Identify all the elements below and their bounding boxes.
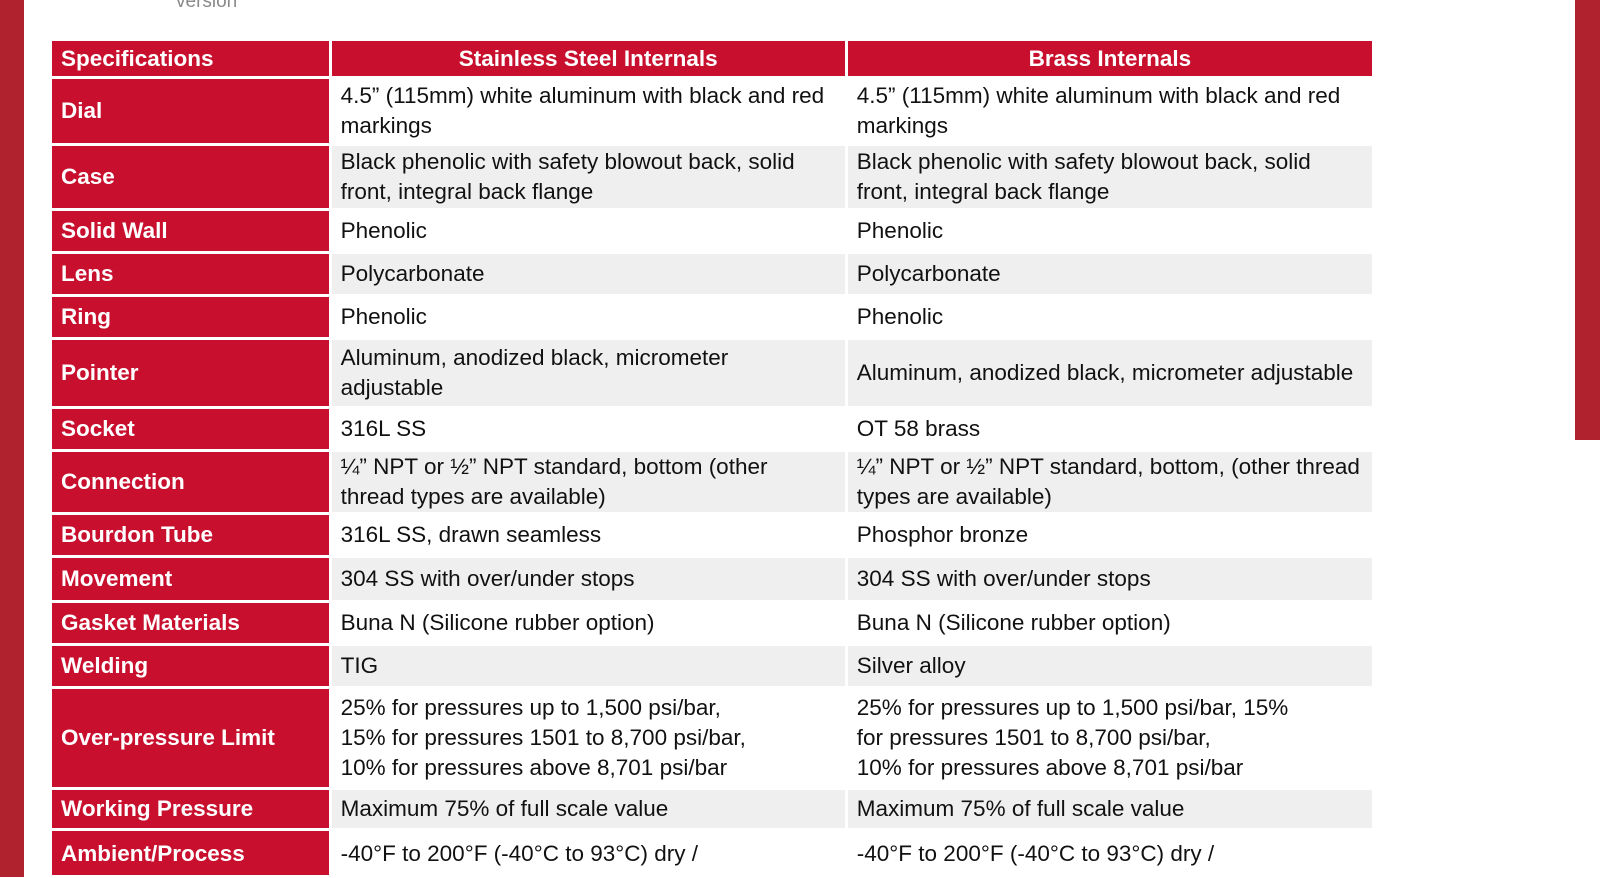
- brass-value: 25% for pressures up to 1,500 psi/bar, 1…: [847, 689, 1372, 787]
- stainless-value: Black phenolic with safety blowout back,…: [331, 146, 845, 208]
- stainless-value: Buna N (Silicone rubber option): [331, 603, 845, 643]
- table-row: Ring Phenolic Phenolic: [52, 297, 1372, 337]
- stainless-value: Phenolic: [331, 211, 845, 251]
- row-label: Ring: [52, 297, 329, 337]
- brass-value: Buna N (Silicone rubber option): [847, 603, 1372, 643]
- row-label: Pointer: [52, 340, 329, 406]
- brass-value: Polycarbonate: [847, 254, 1372, 294]
- brass-value: -40°F to 200°F (-40°C to 93°C) dry /: [847, 831, 1372, 875]
- row-label: Connection: [52, 452, 329, 512]
- stainless-value-line: 10% for pressures above 8,701 psi/bar: [340, 755, 728, 780]
- header-brass: Brass Internals: [847, 41, 1372, 76]
- table-header-row: Specifications Stainless Steel Internals…: [52, 41, 1372, 76]
- row-label: Lens: [52, 254, 329, 294]
- table-row: Gasket Materials Buna N (Silicone rubber…: [52, 603, 1372, 643]
- brass-value: OT 58 brass: [847, 409, 1372, 449]
- specifications-table: Specifications Stainless Steel Internals…: [49, 38, 1375, 878]
- table-row: Case Black phenolic with safety blowout …: [52, 146, 1372, 208]
- row-label: Working Pressure: [52, 790, 329, 828]
- stainless-value: 316L SS: [331, 409, 845, 449]
- stainless-value: -40°F to 200°F (-40°C to 93°C) dry /: [331, 831, 845, 875]
- row-label: Movement: [52, 558, 329, 600]
- row-label: Solid Wall: [52, 211, 329, 251]
- brass-value: ¼” NPT or ½” NPT standard, bottom, (othe…: [847, 452, 1372, 512]
- brass-value: Silver alloy: [847, 646, 1372, 686]
- table-row: Bourdon Tube 316L SS, drawn seamless Pho…: [52, 515, 1372, 555]
- row-label: Dial: [52, 79, 329, 143]
- stainless-value: TIG: [331, 646, 845, 686]
- page-border-left: [0, 0, 24, 877]
- table-row: Lens Polycarbonate Polycarbonate: [52, 254, 1372, 294]
- table-row: Pointer Aluminum, anodized black, microm…: [52, 340, 1372, 406]
- brass-value: Phenolic: [847, 297, 1372, 337]
- row-label: Case: [52, 146, 329, 208]
- table-row: Dial 4.5” (115mm) white aluminum with bl…: [52, 79, 1372, 143]
- stainless-value: 4.5” (115mm) white aluminum with black a…: [331, 79, 845, 143]
- table-row: Movement 304 SS with over/under stops 30…: [52, 558, 1372, 600]
- stainless-value: Aluminum, anodized black, micrometer adj…: [331, 340, 845, 406]
- row-label: Socket: [52, 409, 329, 449]
- table-row: Socket 316L SS OT 58 brass: [52, 409, 1372, 449]
- row-label: Bourdon Tube: [52, 515, 329, 555]
- stainless-value-line: 15% for pressures 1501 to 8,700 psi/bar,: [340, 725, 746, 750]
- row-label: Over-pressure Limit: [52, 689, 329, 787]
- table-row: Working Pressure Maximum 75% of full sca…: [52, 790, 1372, 828]
- row-label: Welding: [52, 646, 329, 686]
- row-label: Gasket Materials: [52, 603, 329, 643]
- brass-value: Maximum 75% of full scale value: [847, 790, 1372, 828]
- brass-value: Aluminum, anodized black, micrometer adj…: [847, 340, 1372, 406]
- page-margin-right: [1558, 0, 1575, 877]
- brass-value-line: 10% for pressures above 8,701 psi/bar: [856, 755, 1244, 780]
- table-row: Connection ¼” NPT or ½” NPT standard, bo…: [52, 452, 1372, 512]
- stainless-value-line: 25% for pressures up to 1,500 psi/bar,: [340, 695, 721, 720]
- stainless-value: 316L SS, drawn seamless: [331, 515, 845, 555]
- brass-value: 4.5” (115mm) white aluminum with black a…: [847, 79, 1372, 143]
- table-row: Ambient/Process -40°F to 200°F (-40°C to…: [52, 831, 1372, 875]
- header-stainless-steel: Stainless Steel Internals: [331, 41, 845, 76]
- brass-value: Phenolic: [847, 211, 1372, 251]
- brass-value-line: 25% for pressures up to 1,500 psi/bar, 1…: [856, 695, 1289, 720]
- stainless-value: Maximum 75% of full scale value: [331, 790, 845, 828]
- table-row: Welding TIG Silver alloy: [52, 646, 1372, 686]
- header-specifications: Specifications: [52, 41, 329, 76]
- brass-value: 304 SS with over/under stops: [847, 558, 1372, 600]
- stainless-value: Phenolic: [331, 297, 845, 337]
- table-row: Over-pressure Limit 25% for pressures up…: [52, 689, 1372, 787]
- header-fragment: version: [176, 0, 238, 12]
- brass-value-line: for pressures 1501 to 8,700 psi/bar,: [856, 725, 1211, 750]
- table-row: Solid Wall Phenolic Phenolic: [52, 211, 1372, 251]
- stainless-value: 25% for pressures up to 1,500 psi/bar, 1…: [331, 689, 845, 787]
- row-label: Ambient/Process: [52, 831, 329, 875]
- page-border-right: [1575, 0, 1600, 440]
- brass-value: Phosphor bronze: [847, 515, 1372, 555]
- stainless-value: Polycarbonate: [331, 254, 845, 294]
- stainless-value: 304 SS with over/under stops: [331, 558, 845, 600]
- stainless-value: ¼” NPT or ½” NPT standard, bottom (other…: [331, 452, 845, 512]
- brass-value: Black phenolic with safety blowout back,…: [847, 146, 1372, 208]
